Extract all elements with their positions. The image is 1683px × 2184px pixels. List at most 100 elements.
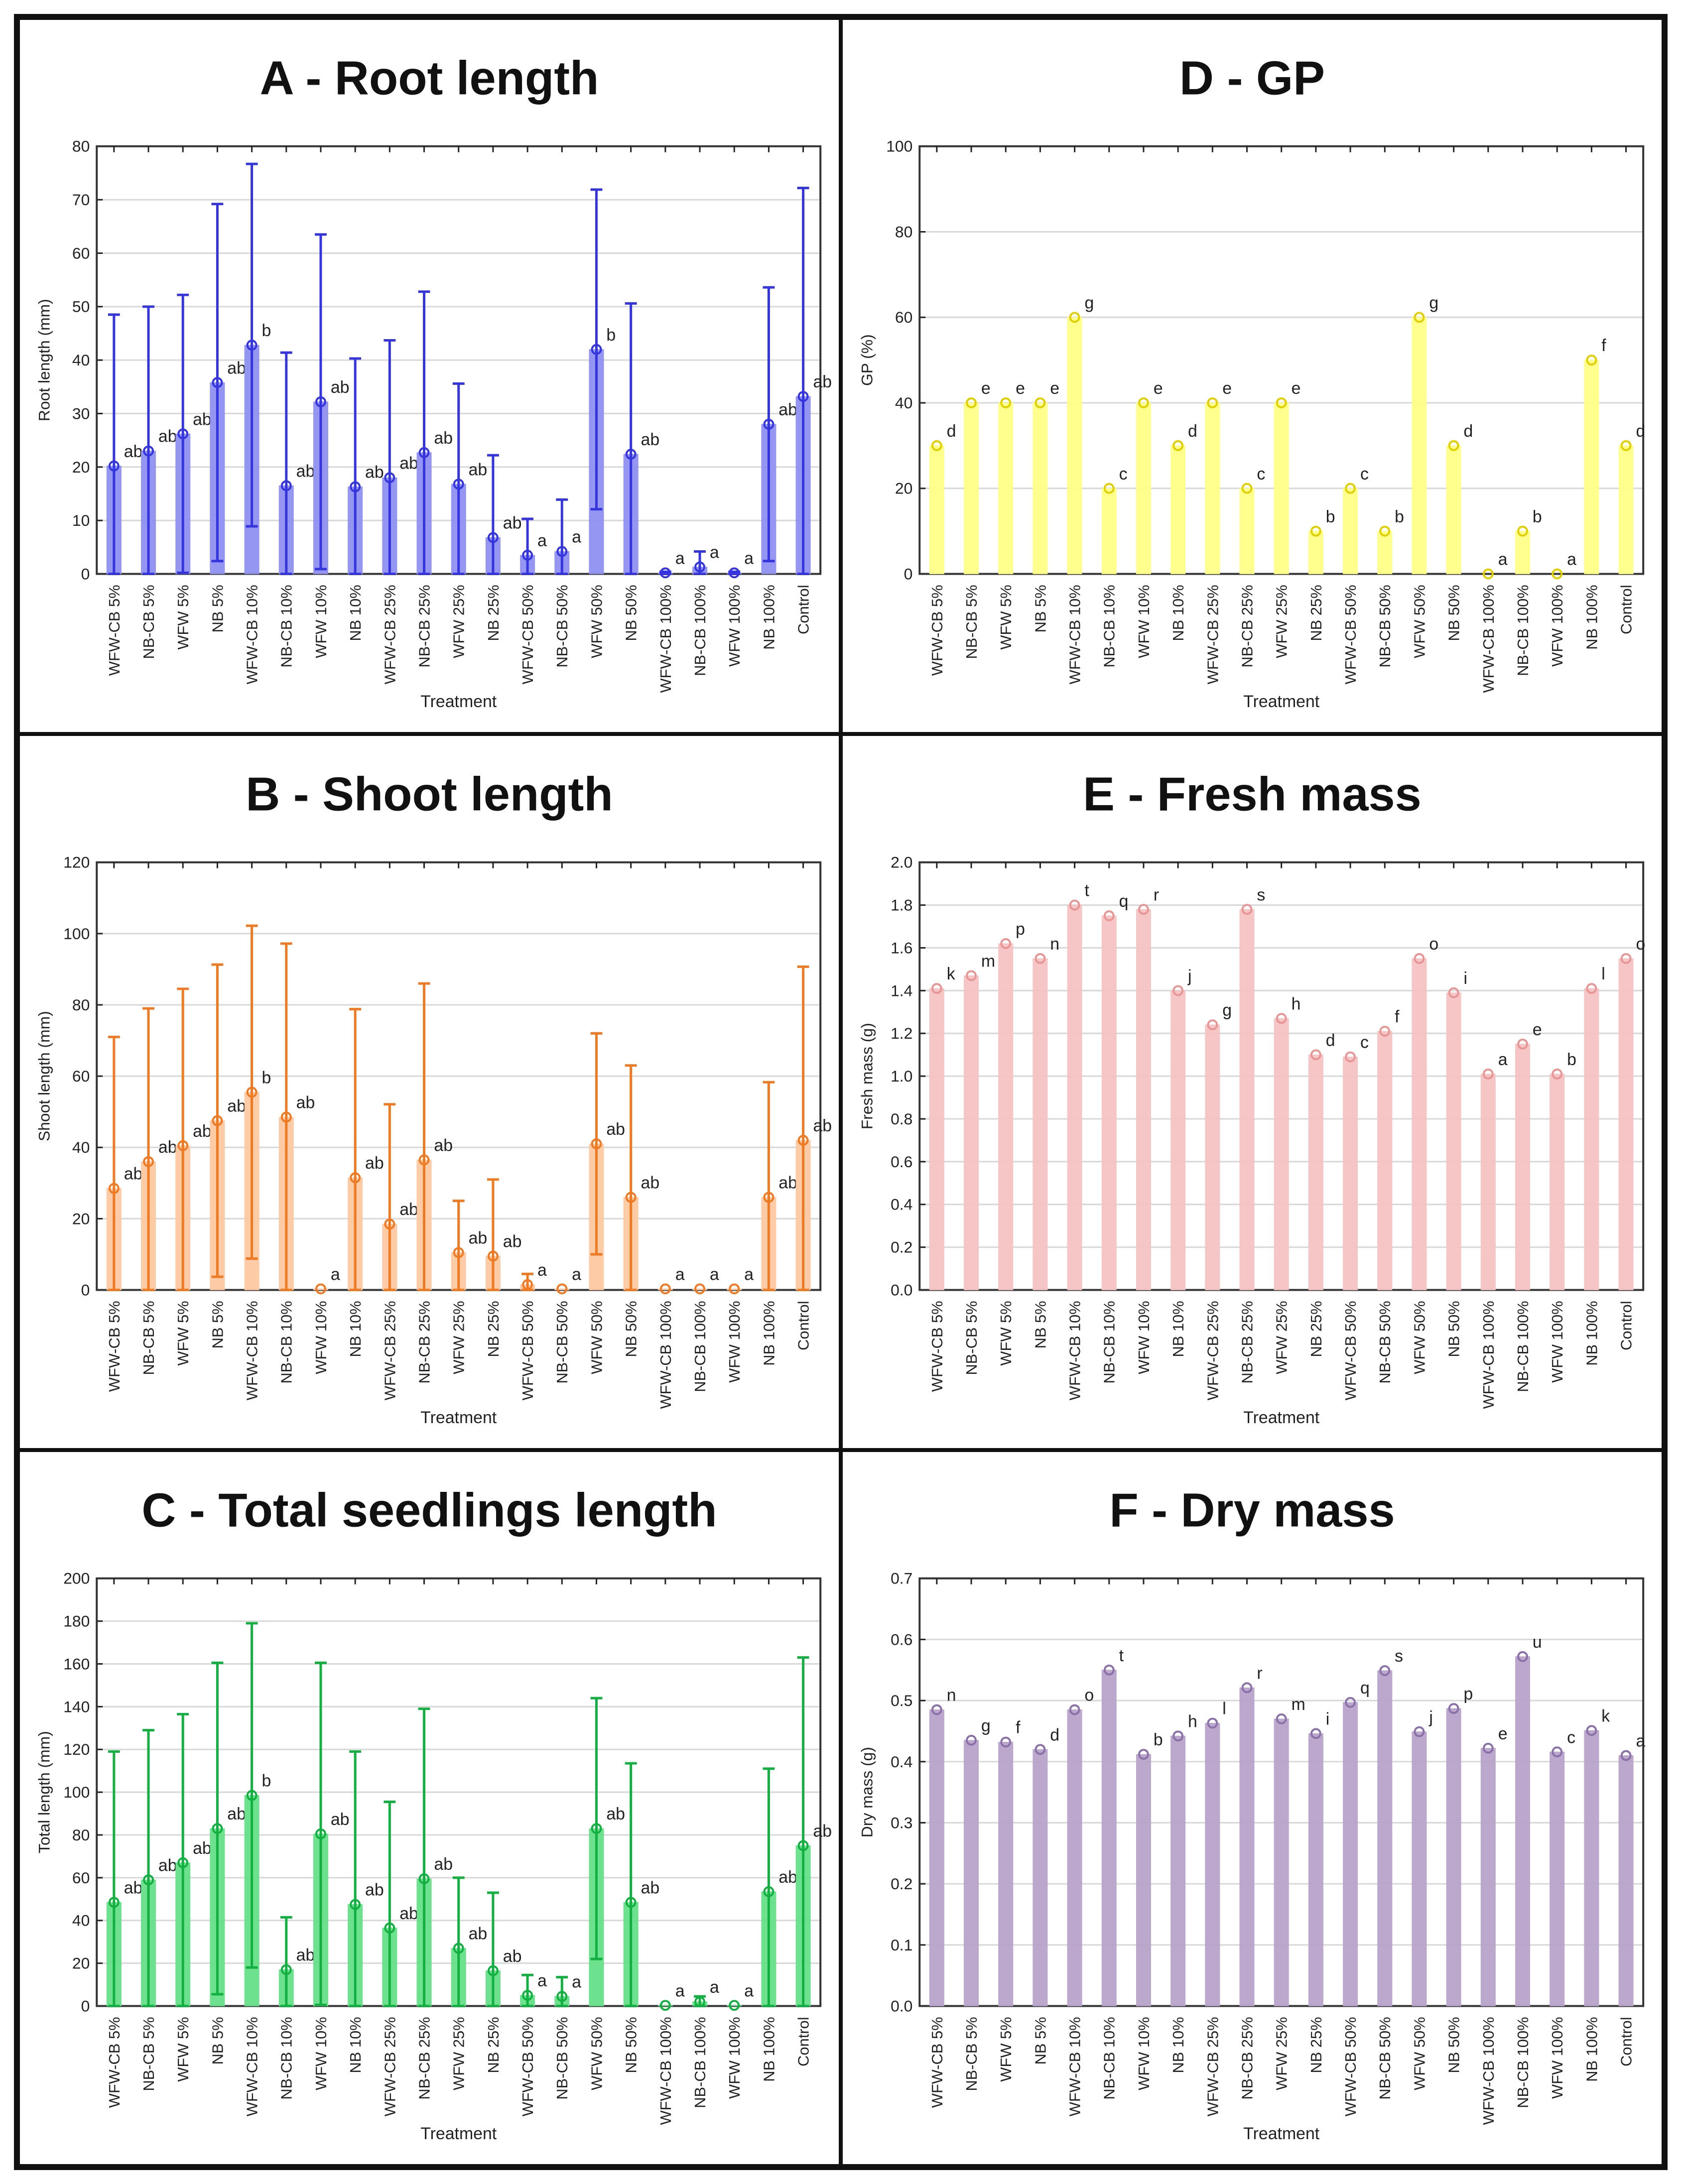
x-axis-label: Treatment [1243,2124,1320,2143]
x-tick-label: NB-CB 5% [140,1301,157,1375]
chart-D: D - GP 0 20 40 60 80 100 GP (%) Treatment d WFW-CB… [858,52,1646,711]
x-tick-label: NB 50% [1445,1301,1463,1357]
x-tick-label: WFW-CB 5% [928,2017,946,2108]
x-tick-label: NB-CB 100% [691,1301,709,1392]
significance-letter: e [1498,1724,1508,1743]
x-tick-label: WFW-CB 100% [1480,585,1497,693]
y-tick-label: 50 [72,298,90,316]
x-tick-label: WFW-CB 50% [1342,1301,1359,1400]
x-axis-label: Treatment [1243,1408,1320,1427]
x-tick-label: WFW-CB 50% [1342,585,1359,684]
bar [1101,1670,1117,2007]
y-tick-label: 0.0 [891,1997,912,2015]
mean-marker [1103,910,1115,922]
y-tick-label: 1.2 [891,1024,912,1042]
y-tick-label: 80 [72,996,90,1014]
significance-letter: ab [469,460,488,479]
bar [1446,1708,1461,2007]
bar [1480,1074,1496,1291]
significance-letter: d [1188,422,1197,441]
bar [1584,360,1599,575]
mean-marker [1310,1728,1321,1739]
x-tick-label: WFW-CB 10% [1066,1301,1084,1400]
x-tick-label: NB 50% [623,2017,640,2073]
mean-marker [729,1283,740,1295]
bar [964,975,979,1291]
mean-marker [1620,953,1632,964]
significance-letter: ab [778,400,797,419]
mean-marker [1448,1703,1459,1714]
bar [1446,992,1461,1291]
x-axis-label: Treatment [420,692,497,711]
bar [998,943,1014,1291]
significance-letter: ab [778,1868,797,1887]
mean-marker [453,1942,464,1954]
bar [998,1742,1014,2007]
x-tick-label: WFW 100% [726,585,743,666]
significance-letter: h [1292,994,1301,1013]
significance-letter: e [1292,379,1301,398]
x-tick-label: NB 10% [1169,1301,1187,1357]
y-tick-label: 40 [895,394,912,412]
significance-letter: a [710,1265,719,1284]
significance-letter: ab [434,1136,453,1155]
mean-marker [1448,440,1459,451]
x-tick-label: NB 100% [760,2017,777,2081]
mean-marker [1035,397,1046,408]
x-tick-label: Control [1618,1301,1635,1350]
y-tick-label: 40 [72,351,90,369]
bar [1033,958,1048,1291]
x-tick-label: NB 10% [1169,585,1187,641]
significance-letter: b [1533,507,1542,526]
chart-A: A - Root length 0 10 20 30 40 50 60 70 80 Root len… [35,52,832,711]
x-tick-label: NB 10% [347,585,364,641]
panel-C: C - Total seedlings length 0 20 40 60 80 100 12… [18,1450,841,2166]
significance-letter: e [1016,379,1025,398]
x-tick-label: NB-CB 50% [1376,1301,1394,1383]
y-axis-label: GP (%) [858,334,876,386]
x-tick-label: NB 25% [485,585,502,641]
mean-marker [1069,899,1080,911]
x-axis-label: Treatment [420,1408,497,1427]
significance-letter: a [675,549,685,568]
chart-title: F - Dry mass [1109,1484,1395,1537]
x-tick-label: NB-CB 5% [963,1301,980,1375]
y-tick-label: 70 [72,191,90,209]
significance-letter: ab [399,1904,418,1923]
significance-letter: ab [296,1093,315,1112]
bar [657,1288,673,1291]
mean-marker [966,1734,977,1746]
x-tick-label: NB-CB 25% [1238,585,1256,667]
mean-marker [1207,397,1218,408]
x-tick-label: NB-CB 100% [691,2017,709,2108]
bar [1205,1024,1220,1291]
mean-marker [246,1087,258,1098]
significance-letter: a [537,1971,547,1990]
significance-letter: d [1464,422,1473,441]
mean-marker [659,1283,671,1295]
x-tick-label: WFW-CB 25% [381,585,398,684]
x-tick-label: WFW 10% [312,1301,330,1374]
mean-marker [694,1996,705,2007]
y-tick-label: 0.1 [891,1936,912,1954]
y-tick-label: 1.0 [891,1067,912,1085]
significance-letter: ab [469,1228,488,1247]
mean-marker [1379,525,1391,537]
y-tick-label: 60 [895,308,912,326]
bar [1480,1748,1496,2007]
x-tick-label: NB 25% [485,1301,502,1357]
x-tick-label: Control [795,2017,812,2066]
x-tick-label: WFW-CB 100% [657,585,674,693]
x-tick-label: WFW 25% [450,585,468,658]
panel-E: E - Fresh mass 0.0 0.2 0.4 0.6 0.8 1.0 1.2 1.4 1.… [841,734,1664,1450]
mean-marker [1414,1726,1425,1737]
mean-marker [659,2000,671,2011]
significance-letter: h [1188,1712,1197,1731]
x-tick-label: WFW 10% [312,2017,330,2090]
significance-letter: a [537,1261,547,1280]
bar [1136,402,1151,575]
significance-letter: q [1119,892,1129,911]
significance-letter: ab [365,1154,384,1173]
y-tick-label: 80 [72,1826,90,1844]
x-tick-label: WFW 5% [174,585,192,649]
